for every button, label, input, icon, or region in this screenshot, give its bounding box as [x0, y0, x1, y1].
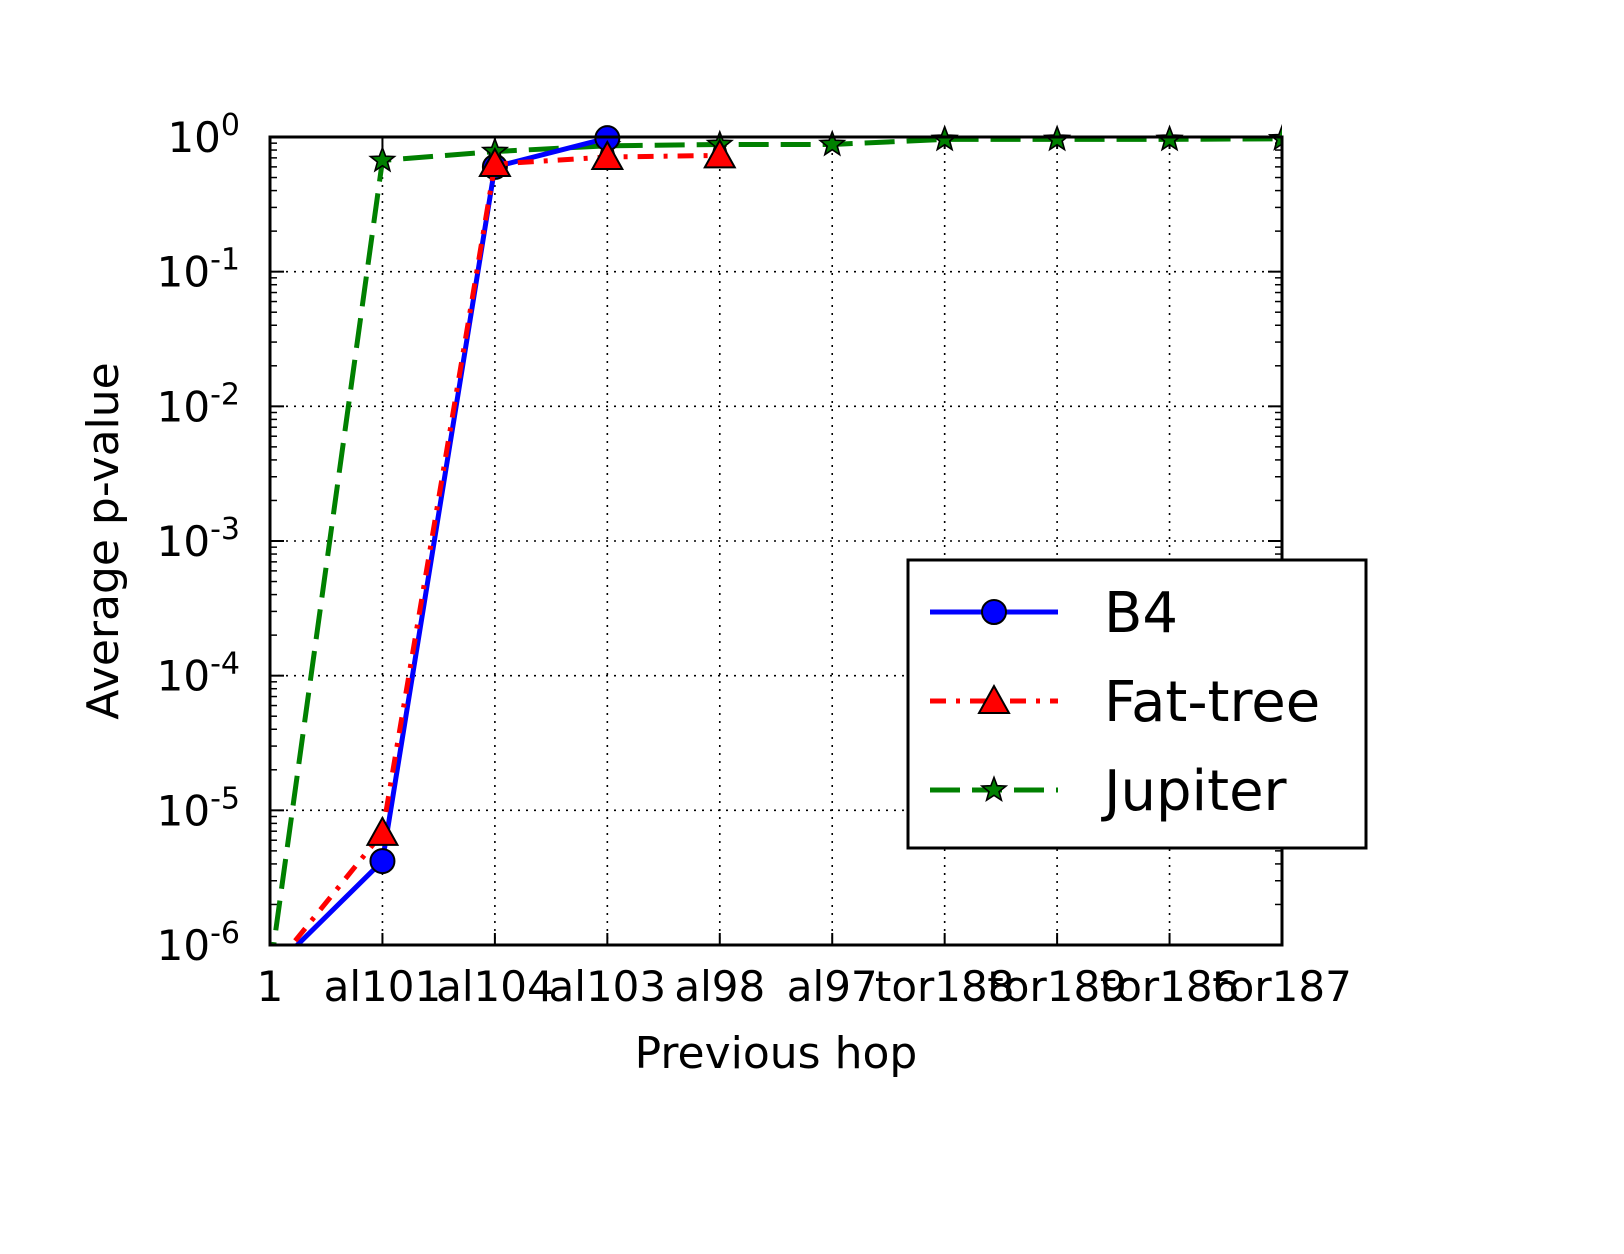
x-tick-label: tor188 [875, 962, 1015, 1011]
y-tick-label: 10-1 [157, 243, 240, 297]
x-tick-label: al101 [324, 962, 442, 1011]
y-tick-label: 10-6 [157, 916, 240, 970]
x-tick-label: al97 [787, 962, 878, 1011]
data-point [369, 848, 396, 875]
x-tick-label: 1 [257, 962, 284, 1011]
x-tick-label: tor186 [1100, 962, 1240, 1011]
x-axis-label: Previous hop [635, 1028, 918, 1079]
y-tick-label: 10-2 [157, 377, 240, 431]
legend: B4 Fat-tree Jupiter [906, 558, 1368, 850]
legend-marker-b4 [981, 599, 1007, 625]
series-line [288, 152, 720, 945]
legend-label-b4: B4 [1104, 581, 1178, 646]
legend-marker-jupiter [979, 775, 1009, 803]
legend-label-fat-tree: Fat-tree [1104, 670, 1320, 735]
series-b4 [293, 125, 621, 945]
y-tick-label: 10-4 [157, 647, 240, 701]
plot-area-frame [268, 135, 1284, 947]
data-point [478, 146, 512, 178]
x-tick-label: al103 [549, 962, 667, 1011]
legend-marker-fat-tree [977, 683, 1011, 714]
y-tick-label: 10-3 [157, 512, 240, 566]
data-point [368, 145, 397, 173]
series-line [293, 135, 608, 945]
x-tick-label: al104 [436, 962, 554, 1011]
y-tick-label: 10-5 [157, 781, 240, 835]
x-tick-label: tor189 [987, 962, 1127, 1011]
series-fat-tree [288, 138, 737, 945]
x-tick-label: al98 [674, 962, 765, 1011]
legend-label-jupiter: Jupiter [1101, 759, 1288, 824]
data-point [590, 139, 625, 171]
data-point [365, 815, 400, 846]
y-tick-label: 100 [167, 108, 240, 162]
x-tick-label: tor187 [1212, 962, 1352, 1011]
y-axis-label: Average p-value [78, 362, 129, 719]
data-point [703, 138, 737, 169]
data-point [818, 129, 847, 157]
